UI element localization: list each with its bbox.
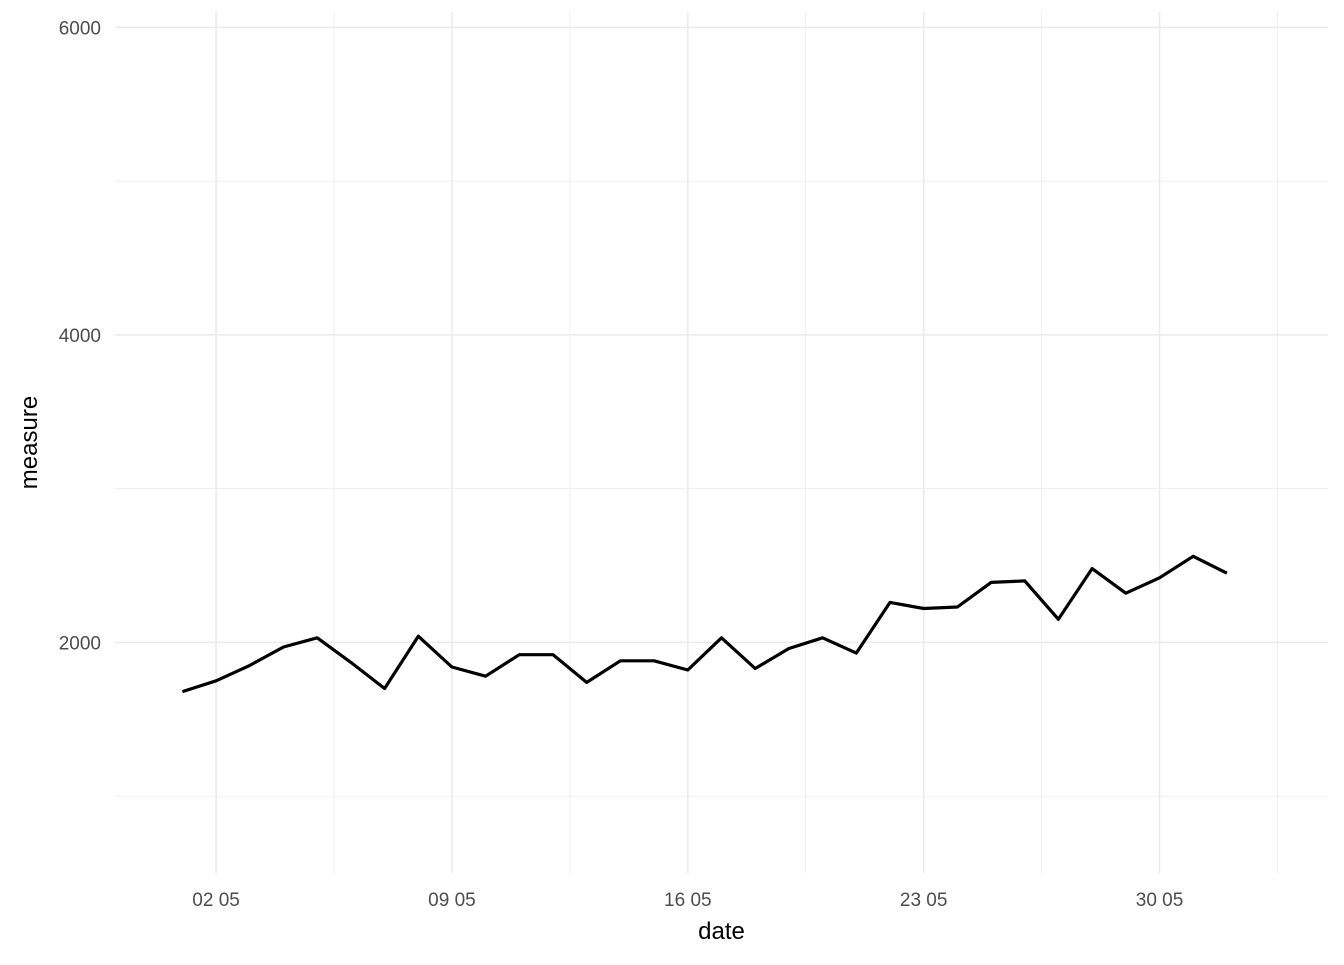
y-tick-label: 6000 (59, 18, 101, 39)
x-tick-label: 09 05 (428, 890, 476, 911)
gridlines (115, 12, 1328, 873)
x-tick-label: 30 05 (1136, 890, 1184, 911)
y-axis-title: measure (16, 396, 43, 489)
x-tick-label: 23 05 (900, 890, 948, 911)
x-axis-ticks: 02 05 09 05 16 05 23 05 30 05 (192, 890, 1183, 911)
x-tick-label: 16 05 (664, 890, 712, 911)
y-axis-ticks: 2000 4000 6000 (59, 18, 101, 654)
series (181, 554, 1228, 694)
x-tick-label: 02 05 (192, 890, 240, 911)
y-tick-label: 4000 (59, 326, 101, 347)
y-tick-label: 2000 (59, 633, 101, 654)
series-line (181, 554, 1228, 694)
x-axis-title: date (698, 918, 745, 945)
